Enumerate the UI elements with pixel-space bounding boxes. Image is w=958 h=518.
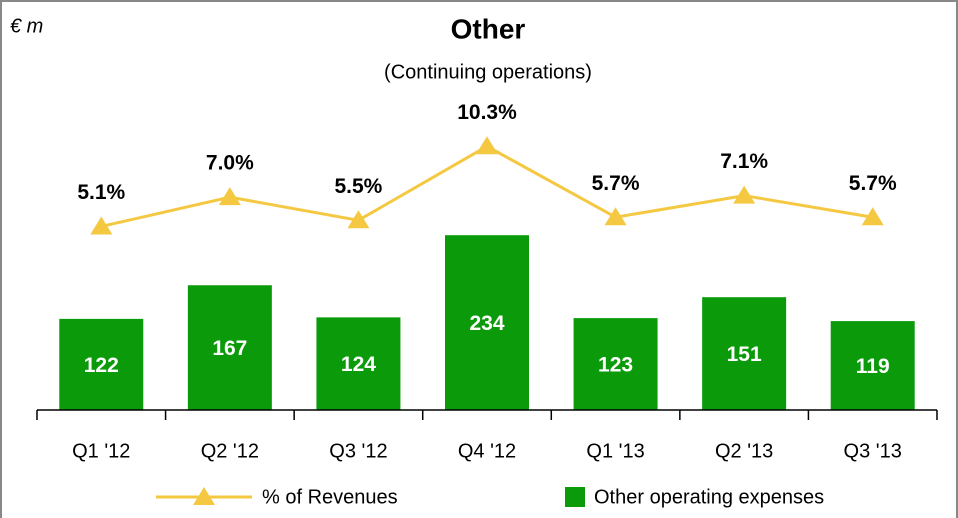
legend-marker <box>193 487 215 505</box>
x-tick-label: Q2 '12 <box>201 440 259 462</box>
line-label: 5.1% <box>77 181 125 204</box>
line-marker <box>218 187 241 206</box>
chart-title: Other <box>451 13 526 44</box>
line-marker <box>347 210 370 229</box>
bar-label: 234 <box>469 312 504 335</box>
bar-label: 123 <box>598 354 633 377</box>
line-marker <box>861 207 884 226</box>
legend-label: Other operating expenses <box>594 486 824 508</box>
bar-label: 119 <box>856 355 890 378</box>
line-label: 5.5% <box>334 175 382 198</box>
line-label: 7.1% <box>720 150 768 173</box>
line-label: 5.7% <box>849 172 897 195</box>
line-marker <box>476 136 498 155</box>
bar <box>573 318 658 410</box>
line-marker <box>604 207 627 226</box>
bar-label: 124 <box>341 353 376 376</box>
line-label: 7.0% <box>206 152 254 175</box>
bar-label: 167 <box>212 337 247 360</box>
legend-swatch <box>565 487 585 507</box>
bar <box>59 318 144 410</box>
x-tick-label: Q2 '13 <box>715 440 773 462</box>
bar-label: 151 <box>727 343 762 366</box>
chart-subtitle: (Continuing operations) <box>384 61 592 83</box>
x-tick-label: Q1 '13 <box>586 440 644 462</box>
legend-label: % of Revenues <box>262 486 398 508</box>
x-tick-label: Q4 '12 <box>458 440 516 462</box>
line-marker <box>733 185 756 204</box>
x-tick-label: Q1 '12 <box>72 440 130 462</box>
bar <box>445 235 529 410</box>
unit-label: € m <box>10 15 43 37</box>
line-marker <box>90 216 113 235</box>
bar-label: 122 <box>84 354 119 377</box>
bar <box>830 321 915 410</box>
bar <box>187 285 272 410</box>
line-label: 10.3% <box>457 101 517 124</box>
bar <box>702 297 787 410</box>
x-tick-label: Q3 '12 <box>329 440 387 462</box>
x-tick-label: Q3 '13 <box>844 440 902 462</box>
line-label: 5.7% <box>592 172 640 195</box>
bar <box>316 317 401 410</box>
